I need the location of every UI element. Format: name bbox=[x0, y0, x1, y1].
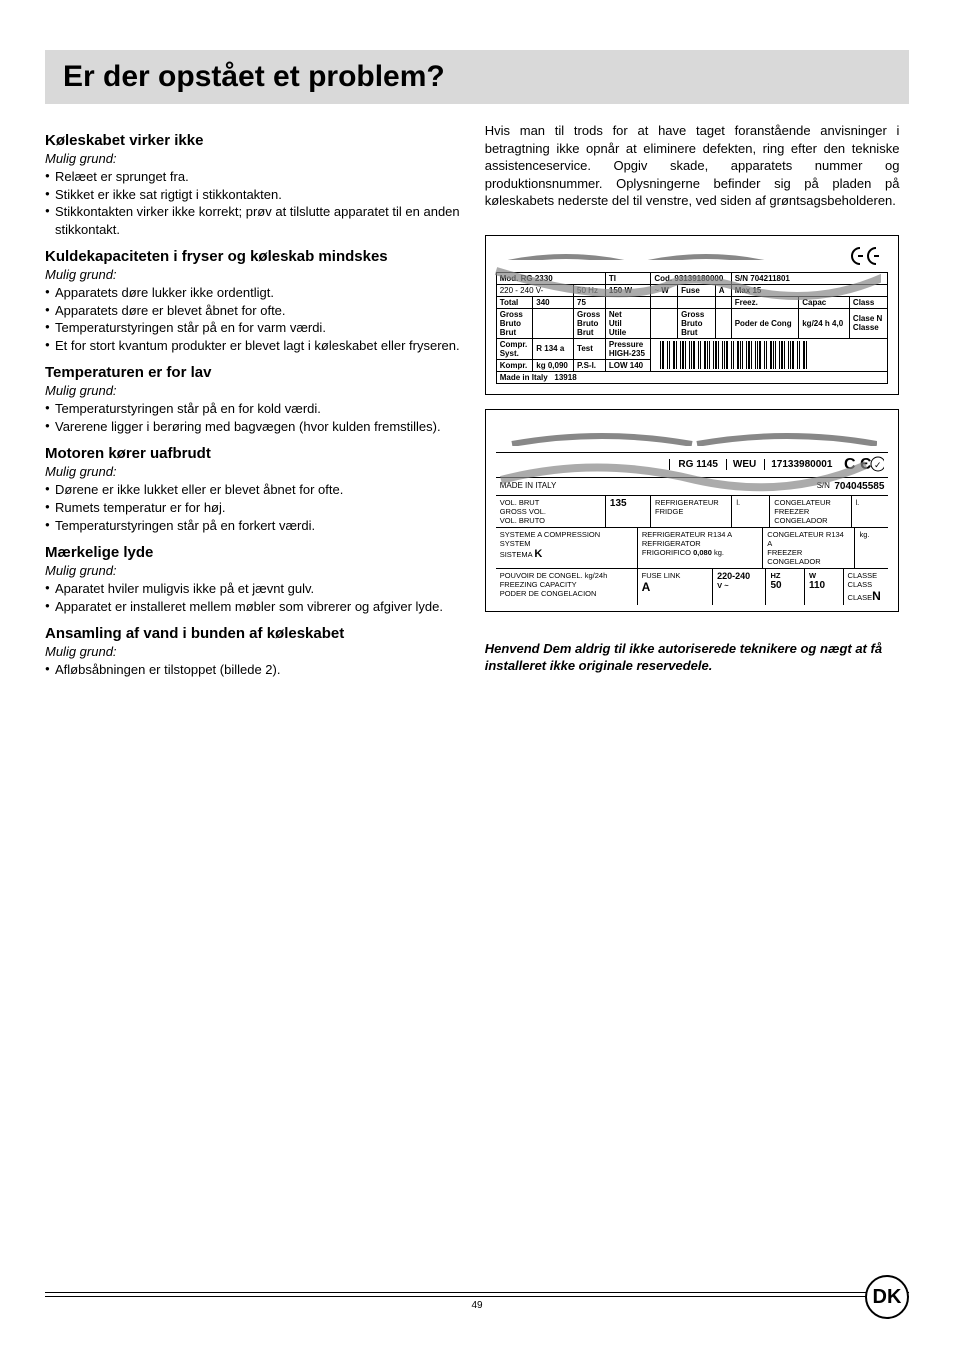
ce-logo-icon bbox=[850, 246, 884, 271]
section-heading: Temperaturen er for lav bbox=[45, 364, 460, 381]
list-item: Stikket er ikke sat rigtigt i stikkontak… bbox=[45, 186, 460, 204]
list-item: Apparatets døre er blevet åbnet for ofte… bbox=[45, 302, 460, 320]
plate-arcs-icon bbox=[507, 426, 877, 446]
weu-label: WEU bbox=[733, 459, 765, 470]
item-list: Afløbsåbningen er tilstoppet (billede 2)… bbox=[45, 661, 460, 679]
page-title-bar: Er der opstået et problem? bbox=[45, 50, 909, 104]
list-item: Stikkontakten virker ikke korrekt; prøv … bbox=[45, 203, 460, 238]
list-item: Temperaturstyringen står på en for kold … bbox=[45, 400, 460, 418]
section-heading: Motoren kører uafbrudt bbox=[45, 445, 460, 462]
country-badge: DK bbox=[865, 1275, 909, 1319]
right-column: Hvis man til trods for at have taget for… bbox=[485, 122, 900, 679]
list-item: Apparatets døre lukker ikke ordentligt. bbox=[45, 284, 460, 302]
item-list: Dørene er ikke lukket eller er blevet åb… bbox=[45, 481, 460, 534]
reason-label: Mulig grund: bbox=[45, 644, 460, 659]
section-heading: Ansamling af vand i bunden af køleskabet bbox=[45, 625, 460, 642]
reason-label: Mulig grund: bbox=[45, 563, 460, 578]
page-number: 49 bbox=[45, 1300, 909, 1311]
barcode-icon bbox=[654, 341, 884, 369]
intro-text: Hvis man til trods for at have taget for… bbox=[485, 122, 900, 210]
made-label: MADE IN ITALY bbox=[500, 481, 557, 492]
reason-label: Mulig grund: bbox=[45, 267, 460, 282]
plate-header bbox=[496, 246, 889, 272]
section-heading: Kuldekapaciteten i fryser og køleskab mi… bbox=[45, 248, 460, 265]
model-label: RG 1145 bbox=[669, 459, 726, 470]
plate-arcs-icon bbox=[496, 246, 776, 260]
list-item: Temperaturstyringen står på en forkert v… bbox=[45, 517, 460, 535]
warning-text: Henvend Dem aldrig til ikke autoriserede… bbox=[485, 640, 900, 675]
svg-text:Ϲ Є: Ϲ Є bbox=[844, 456, 871, 473]
ce-mark-icon: Ϲ Є✓ bbox=[844, 455, 884, 475]
list-item: Relæet er sprunget fra. bbox=[45, 168, 460, 186]
list-item: Rumets temperatur er for høj. bbox=[45, 499, 460, 517]
section-heading: Køleskabet virker ikke bbox=[45, 132, 460, 149]
item-list: Aparatet hviler muligvis ikke på et jævn… bbox=[45, 580, 460, 615]
section-heading: Mærkelige lyde bbox=[45, 544, 460, 561]
rating-plate-2: RG 1145 WEU 17133980001 Ϲ Є✓ MADE IN ITA… bbox=[485, 409, 900, 612]
left-column: Køleskabet virker ikke Mulig grund: Relæ… bbox=[45, 122, 460, 679]
svg-text:✓: ✓ bbox=[874, 460, 882, 470]
list-item: Aparatet hviler muligvis ikke på et jævn… bbox=[45, 580, 460, 598]
list-item: Apparatet er installeret mellem møbler s… bbox=[45, 598, 460, 616]
item-list: Apparatets døre lukker ikke ordentligt. … bbox=[45, 284, 460, 354]
reason-label: Mulig grund: bbox=[45, 151, 460, 166]
serial-label: 17133980001 bbox=[771, 459, 832, 470]
page-title: Er der opstået et problem? bbox=[63, 60, 891, 94]
item-list: Temperaturstyringen står på en for kold … bbox=[45, 400, 460, 435]
list-item: Temperaturstyringen står på en for varm … bbox=[45, 319, 460, 337]
sn-value: 704045585 bbox=[834, 481, 884, 492]
rating-plate-1: Mod. RG 2330 TI Cod. 93139180000 S/N 704… bbox=[485, 235, 900, 395]
list-item: Varerene ligger i berøring med bagvægen … bbox=[45, 418, 460, 436]
page-footer: 49 DK bbox=[45, 1292, 909, 1311]
plate-table: Mod. RG 2330 TI Cod. 93139180000 S/N 704… bbox=[496, 272, 889, 384]
list-item: Et for stort kvantum produkter er blevet… bbox=[45, 337, 460, 355]
sn-label: S/N bbox=[817, 481, 830, 492]
list-item: Afløbsåbningen er tilstoppet (billede 2)… bbox=[45, 661, 460, 679]
content-columns: Køleskabet virker ikke Mulig grund: Relæ… bbox=[45, 122, 909, 679]
list-item: Dørene er ikke lukket eller er blevet åb… bbox=[45, 481, 460, 499]
reason-label: Mulig grund: bbox=[45, 464, 460, 479]
reason-label: Mulig grund: bbox=[45, 383, 460, 398]
item-list: Relæet er sprunget fra. Stikket er ikke … bbox=[45, 168, 460, 238]
